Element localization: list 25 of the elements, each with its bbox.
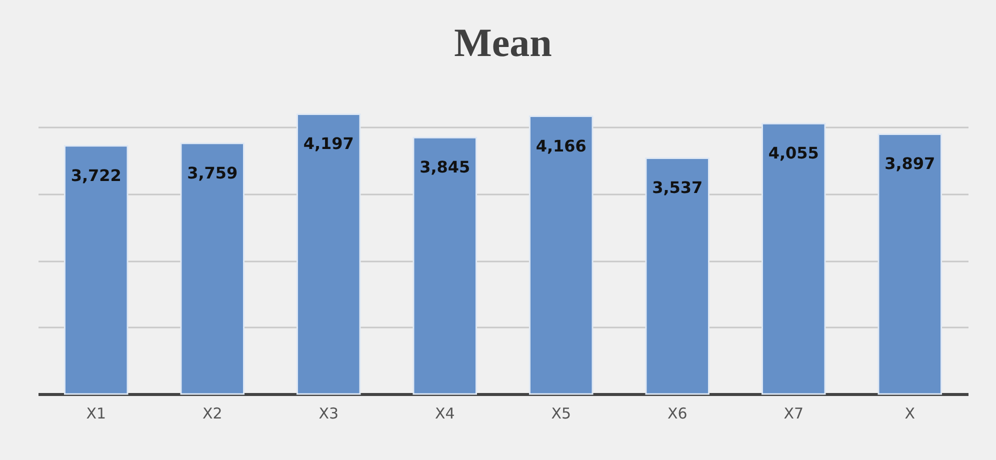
- x-tick-label: X: [904, 404, 916, 422]
- bar: [878, 133, 942, 395]
- data-label: 3,722: [70, 166, 122, 185]
- x-tick-label: X5: [551, 404, 572, 422]
- data-label: 4,055: [768, 144, 819, 163]
- data-label: 4,197: [303, 134, 354, 154]
- x-tick-label: X7: [784, 404, 804, 422]
- bar: [412, 136, 478, 395]
- bar: [180, 142, 245, 395]
- data-label: 3,845: [420, 158, 470, 177]
- chart-title: Mean: [454, 20, 552, 65]
- x-tick-label: X4: [434, 404, 455, 422]
- x-tick-label: X2: [202, 404, 222, 422]
- bar: [761, 122, 826, 395]
- x-tick-label: X3: [318, 404, 339, 422]
- data-label: 3,537: [652, 178, 703, 198]
- data-label: 3,897: [884, 154, 936, 174]
- bar: [528, 116, 594, 395]
- x-tick-label: X6: [667, 404, 688, 422]
- bar: [296, 113, 361, 395]
- data-label: 3,759: [187, 163, 238, 182]
- bar: [645, 157, 710, 395]
- x-tick-label: X1: [86, 404, 106, 422]
- bar: [64, 145, 128, 395]
- data-label: 4,166: [536, 136, 586, 156]
